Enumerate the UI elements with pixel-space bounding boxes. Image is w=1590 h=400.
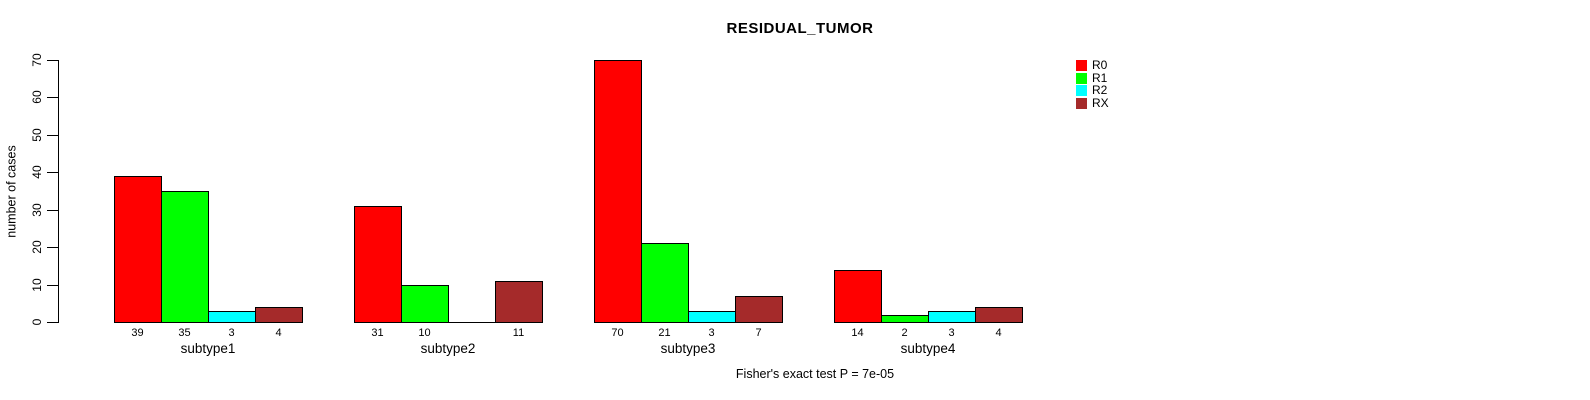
legend-swatch-r2 [1076, 85, 1087, 96]
bar-value-label: 39 [131, 327, 144, 339]
bar-r2-subtype2-zero [448, 322, 496, 323]
chart-title: RESIDUAL_TUMOR [726, 20, 874, 37]
bar-r0-subtype3 [594, 60, 642, 323]
bar-value-label: 70 [611, 327, 624, 339]
bar-value-label: 4 [995, 327, 1002, 339]
y-axis-tick [47, 247, 58, 248]
y-axis-tick [47, 285, 58, 286]
y-axis-tick-label: 0 [30, 318, 44, 326]
bar-value-label: 21 [658, 327, 671, 339]
legend-swatch-r1 [1076, 72, 1087, 84]
bar-r0-subtype1 [114, 176, 162, 323]
legend-swatch-rx [1076, 97, 1087, 109]
bar-rx-subtype4 [975, 307, 1023, 323]
legend-item-label: R0 [1092, 58, 1108, 72]
bar-value-label: 10 [418, 327, 431, 339]
bar-rx-subtype2 [495, 281, 543, 323]
legend-item-rx: RX [1076, 95, 1109, 110]
bar-r0-subtype2 [354, 206, 402, 323]
y-axis-tick-label: 30 [30, 203, 44, 217]
y-axis-tick [47, 322, 58, 323]
bar-value-label: 35 [178, 327, 191, 339]
legend-item-label: R1 [1092, 70, 1108, 85]
legend: R0 R1 R2 RX [1076, 58, 1109, 110]
legend-item-r0: R0 [1076, 58, 1109, 72]
bar-value-label: 14 [851, 327, 864, 339]
y-axis-tick [47, 60, 58, 61]
fisher-test-caption: Fisher's exact test P = 7e-05 [735, 367, 895, 381]
bar-rx-subtype1 [255, 307, 303, 323]
y-axis-tick-label: 10 [30, 278, 44, 292]
y-axis-tick-label: 20 [30, 240, 44, 254]
legend-swatch-r0 [1076, 60, 1087, 71]
y-axis-tick [47, 210, 58, 211]
y-axis-tick-label: 50 [30, 128, 44, 142]
bar-value-label: 11 [512, 327, 525, 339]
bar-value-label: 31 [371, 327, 384, 339]
legend-item-label: RX [1092, 95, 1109, 110]
bar-r1-subtype4 [881, 315, 929, 323]
x-category-label-subtype4: subtype4 [900, 341, 956, 356]
y-axis-tick [47, 172, 58, 173]
legend-item-r2: R2 [1076, 83, 1109, 97]
bar-value-label: 7 [755, 327, 762, 339]
x-category-label-subtype1: subtype1 [180, 341, 236, 356]
y-axis-tick-label: 60 [30, 90, 44, 104]
y-axis-tick-label: 40 [30, 165, 44, 179]
bar-r0-subtype4 [834, 270, 882, 323]
bar-rx-subtype3 [735, 296, 783, 323]
legend-item-r1: R1 [1076, 70, 1109, 85]
y-axis-label: number of cases [4, 145, 19, 238]
x-category-label-subtype2: subtype2 [420, 341, 476, 356]
bar-r2-subtype3 [688, 311, 736, 323]
bar-value-label: 3 [708, 327, 715, 339]
y-axis-tick [47, 97, 58, 98]
bar-r2-subtype1 [208, 311, 256, 323]
bar-r1-subtype2 [401, 285, 449, 323]
legend-item-label: R2 [1092, 83, 1108, 97]
bar-r1-subtype1 [161, 191, 209, 323]
y-axis-tick [47, 135, 58, 136]
bar-value-label: 3 [948, 327, 955, 339]
y-axis-line [58, 60, 59, 323]
bar-r1-subtype3 [641, 243, 689, 323]
x-category-label-subtype3: subtype3 [660, 341, 716, 356]
y-axis-tick-label: 70 [30, 53, 44, 67]
bar-r2-subtype4 [928, 311, 976, 323]
bar-value-label: 3 [228, 327, 235, 339]
bar-value-label: 4 [275, 327, 282, 339]
bar-value-label: 2 [901, 327, 908, 339]
